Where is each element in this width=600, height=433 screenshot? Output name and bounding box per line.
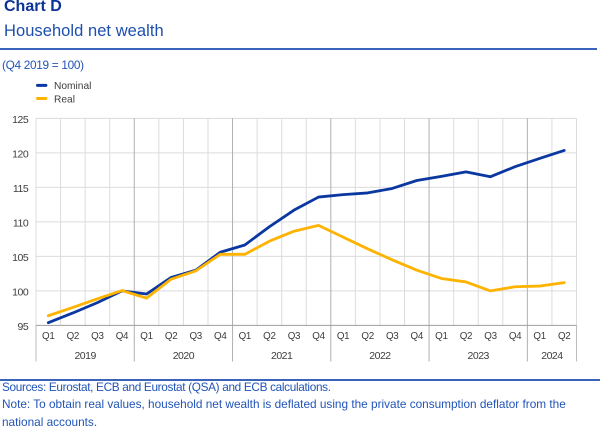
svg-text:2022: 2022 <box>369 350 391 362</box>
svg-text:Q1: Q1 <box>533 331 545 342</box>
svg-text:2019: 2019 <box>74 350 96 362</box>
svg-text:Q4: Q4 <box>214 331 227 342</box>
svg-text:125: 125 <box>12 114 29 126</box>
svg-text:120: 120 <box>12 149 29 161</box>
svg-text:95: 95 <box>18 321 29 333</box>
svg-text:Q4: Q4 <box>509 331 522 342</box>
svg-text:Q4: Q4 <box>116 331 129 342</box>
svg-text:Q2: Q2 <box>165 331 177 342</box>
svg-text:110: 110 <box>13 218 29 230</box>
svg-text:2021: 2021 <box>271 350 293 362</box>
svg-text:100: 100 <box>12 287 29 299</box>
svg-text:2020: 2020 <box>173 350 195 362</box>
svg-text:Q4: Q4 <box>411 331 424 342</box>
svg-text:Q1: Q1 <box>337 331 349 342</box>
svg-text:Q1: Q1 <box>435 331 447 342</box>
svg-text:Q3: Q3 <box>288 331 301 342</box>
svg-text:Q1: Q1 <box>239 331 251 342</box>
svg-text:Q3: Q3 <box>91 331 104 342</box>
svg-text:Q2: Q2 <box>263 331 275 342</box>
svg-text:2023: 2023 <box>468 350 490 362</box>
svg-text:Q1: Q1 <box>140 331 152 342</box>
svg-text:115: 115 <box>13 183 29 195</box>
svg-text:2024: 2024 <box>541 350 563 362</box>
svg-text:Q3: Q3 <box>189 331 202 342</box>
svg-text:Q2: Q2 <box>361 331 373 342</box>
svg-text:Nominal: Nominal <box>54 81 91 92</box>
svg-text:Real: Real <box>54 94 75 105</box>
svg-text:Q2: Q2 <box>460 331 472 342</box>
svg-text:Q4: Q4 <box>312 331 325 342</box>
svg-text:Q1: Q1 <box>42 331 54 342</box>
svg-text:105: 105 <box>12 252 29 264</box>
svg-text:Q3: Q3 <box>386 331 399 342</box>
svg-text:Q3: Q3 <box>484 331 497 342</box>
svg-text:Q2: Q2 <box>67 331 79 342</box>
svg-text:Q2: Q2 <box>558 331 570 342</box>
